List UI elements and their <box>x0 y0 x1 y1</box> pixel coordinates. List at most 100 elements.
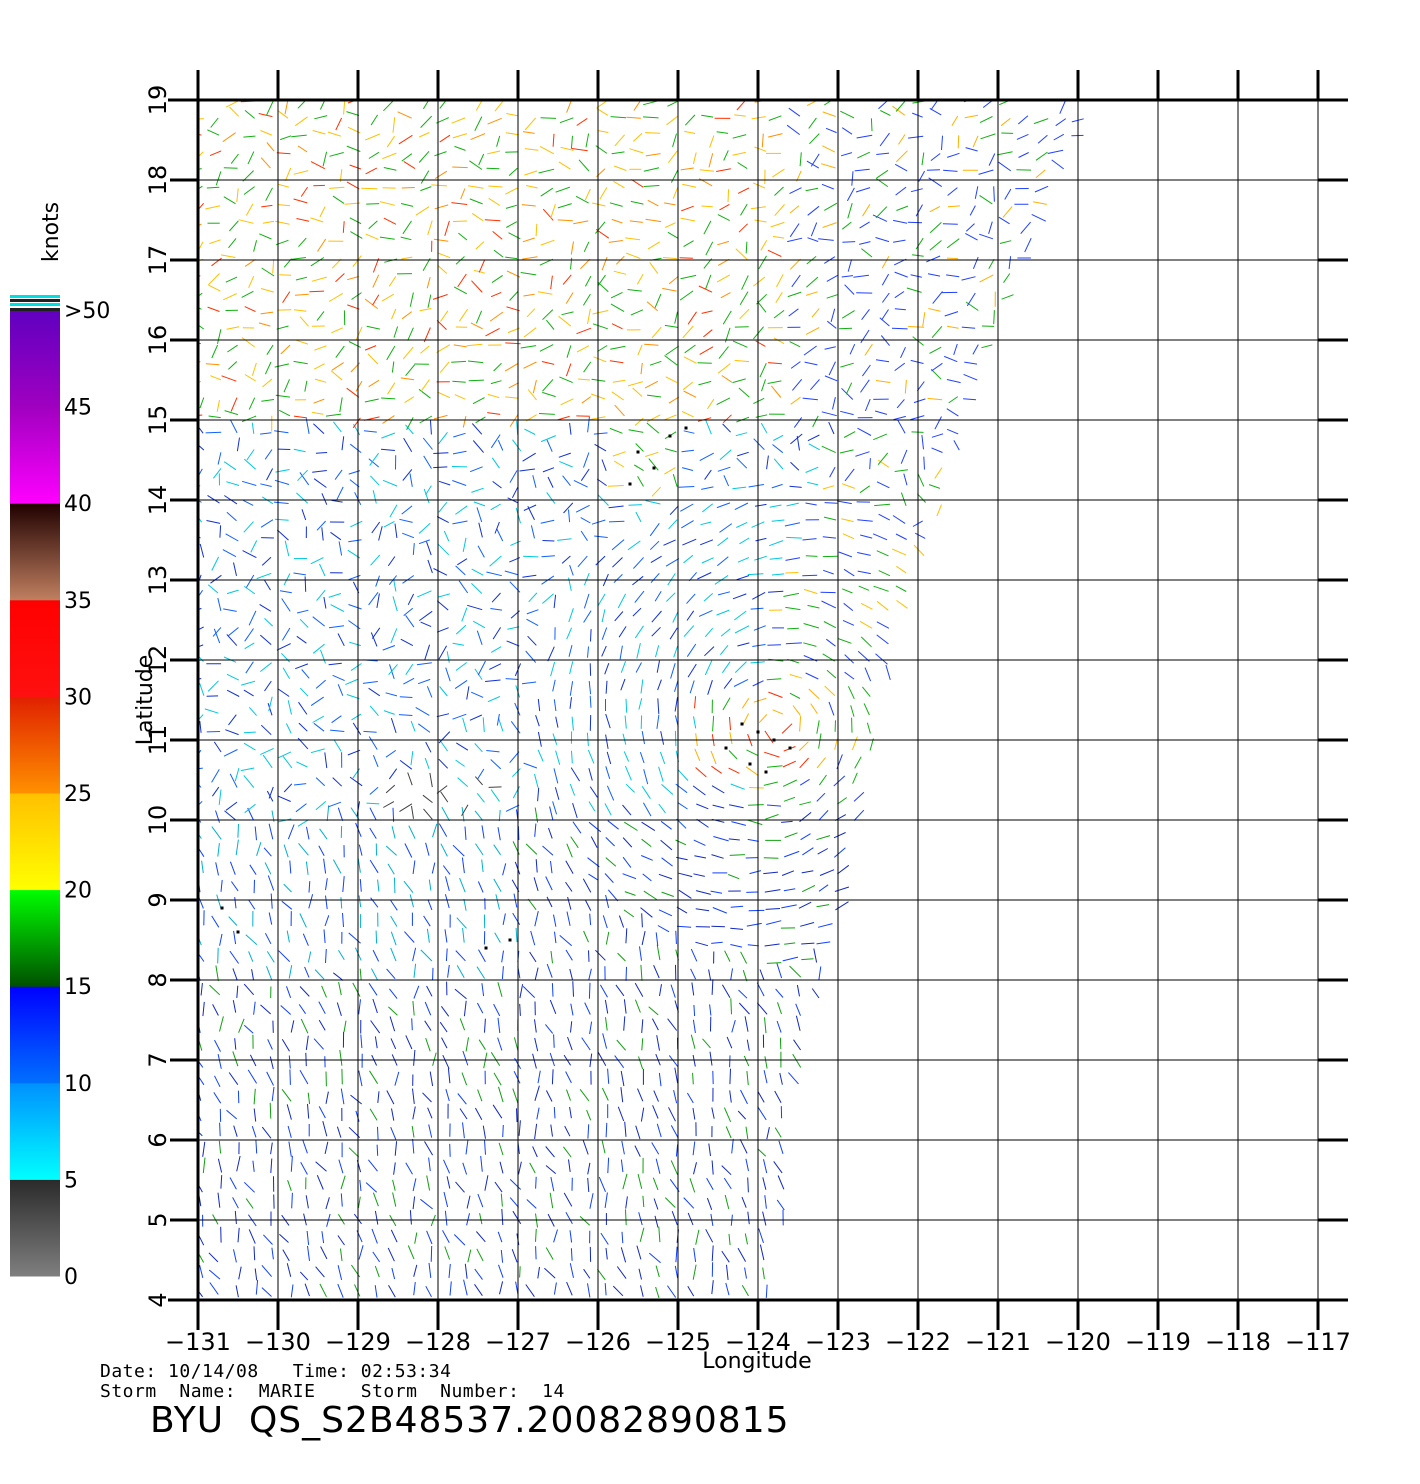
wind-vector <box>483 1126 485 1139</box>
wind-vector <box>629 430 644 433</box>
wind-vector <box>790 486 802 487</box>
wind-vector <box>491 790 499 802</box>
wind-vector <box>466 1139 468 1154</box>
wind-vector <box>567 345 571 357</box>
wind-vector <box>453 134 467 138</box>
wind-vector <box>677 926 691 927</box>
wind-vector <box>300 914 307 928</box>
wind-vector <box>406 664 413 675</box>
wind-vector <box>471 488 483 492</box>
wind-vector <box>728 189 729 202</box>
wind-vector <box>425 1141 433 1155</box>
wind-vector <box>793 1054 801 1067</box>
wind-vector <box>935 417 942 430</box>
wind-vector <box>384 521 395 527</box>
wind-vector <box>896 534 907 540</box>
wind-vector <box>822 412 837 416</box>
wind-vector <box>829 362 835 375</box>
wind-vector <box>341 1089 344 1105</box>
wind-vector <box>733 379 746 383</box>
wind-vector <box>706 275 711 290</box>
wind-vector <box>711 766 721 773</box>
wind-vector <box>826 639 835 646</box>
wind-vector <box>325 1142 328 1154</box>
wind-vector <box>373 950 379 961</box>
wind-vector <box>645 133 660 134</box>
wind-vector <box>479 260 485 273</box>
wind-vector <box>349 933 361 943</box>
wind-vector <box>705 628 712 637</box>
wind-vector <box>369 688 380 696</box>
wind-vector <box>391 1038 396 1049</box>
wind-vector <box>541 240 555 245</box>
wind-vector <box>403 347 413 359</box>
wind-vector <box>458 778 468 787</box>
wind-vector <box>468 186 483 189</box>
wind-vector <box>553 680 556 692</box>
wind-vector <box>457 918 467 929</box>
wind-vector <box>241 768 254 771</box>
wind-vector <box>539 169 555 173</box>
wind-vector <box>590 1193 593 1209</box>
wind-vector <box>848 259 851 271</box>
wind-vector <box>249 900 255 909</box>
wind-vector <box>879 514 890 520</box>
wind-vector <box>554 768 558 783</box>
wind-vector <box>542 556 555 557</box>
wind-vector <box>586 134 589 148</box>
wind-vector <box>526 186 538 189</box>
wind-vector <box>229 238 237 247</box>
wind-vector <box>773 710 783 714</box>
wind-vector <box>526 651 536 663</box>
wind-vector <box>657 715 659 729</box>
wind-vector <box>624 910 634 917</box>
wind-vector <box>437 517 449 523</box>
colorbar-cap-stripe <box>10 308 60 311</box>
wind-vector <box>893 240 905 242</box>
wind-vector <box>947 258 958 259</box>
wind-vector <box>701 522 712 525</box>
wind-vector <box>216 966 219 981</box>
wind-vector <box>577 346 589 352</box>
wind-vector <box>421 346 430 353</box>
wind-vector <box>446 1089 449 1101</box>
wind-vector <box>702 558 714 563</box>
wind-vector <box>785 523 800 526</box>
wind-vector <box>1032 214 1046 221</box>
wind-vector <box>844 569 854 576</box>
wind-vector <box>570 697 572 709</box>
wind-vector <box>513 440 521 451</box>
wind-vector <box>786 643 802 644</box>
wind-vector <box>759 1229 764 1243</box>
wind-vector <box>210 91 219 97</box>
wind-vector <box>527 610 539 614</box>
wind-vector <box>312 277 327 281</box>
wind-vector <box>860 621 872 628</box>
wind-vector <box>389 989 397 999</box>
wind-vector <box>581 90 589 98</box>
wind-vector <box>249 1229 255 1243</box>
wind-vector <box>911 189 923 192</box>
wind-vector <box>671 985 675 998</box>
wind-vector <box>538 1267 540 1278</box>
wind-vector <box>615 405 625 416</box>
wind-vector <box>536 1229 537 1242</box>
wind-vector <box>459 309 467 321</box>
wind-vector <box>584 453 589 468</box>
wind-vector <box>332 500 343 502</box>
wind-vector <box>404 932 414 943</box>
wind-vector <box>786 537 802 538</box>
wind-vector <box>267 1072 274 1086</box>
wind-vector <box>235 1211 236 1224</box>
wind-vector <box>896 566 906 573</box>
wind-vector <box>656 932 658 946</box>
wind-vector <box>416 207 429 216</box>
wind-vector <box>736 249 747 260</box>
wind-vector <box>572 717 573 731</box>
wind-vector <box>234 931 236 944</box>
wind-vector <box>227 690 239 696</box>
wind-vector <box>449 1264 450 1278</box>
y-tick-label: 15 <box>144 405 172 436</box>
wind-vector <box>813 416 819 427</box>
wind-vector <box>727 1265 729 1280</box>
